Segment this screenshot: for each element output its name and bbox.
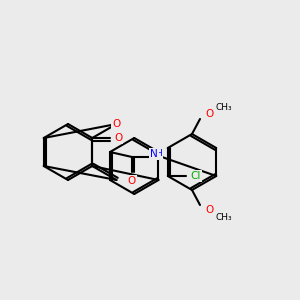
Text: O: O (128, 176, 136, 186)
Text: N: N (150, 149, 158, 159)
Text: H: H (156, 149, 162, 158)
Text: O: O (206, 205, 214, 215)
Text: Cl: Cl (190, 171, 201, 181)
Text: CH₃: CH₃ (216, 103, 232, 112)
Text: O: O (206, 109, 214, 119)
Text: O: O (112, 119, 121, 129)
Text: O: O (114, 133, 122, 143)
Text: CH₃: CH₃ (216, 214, 232, 223)
